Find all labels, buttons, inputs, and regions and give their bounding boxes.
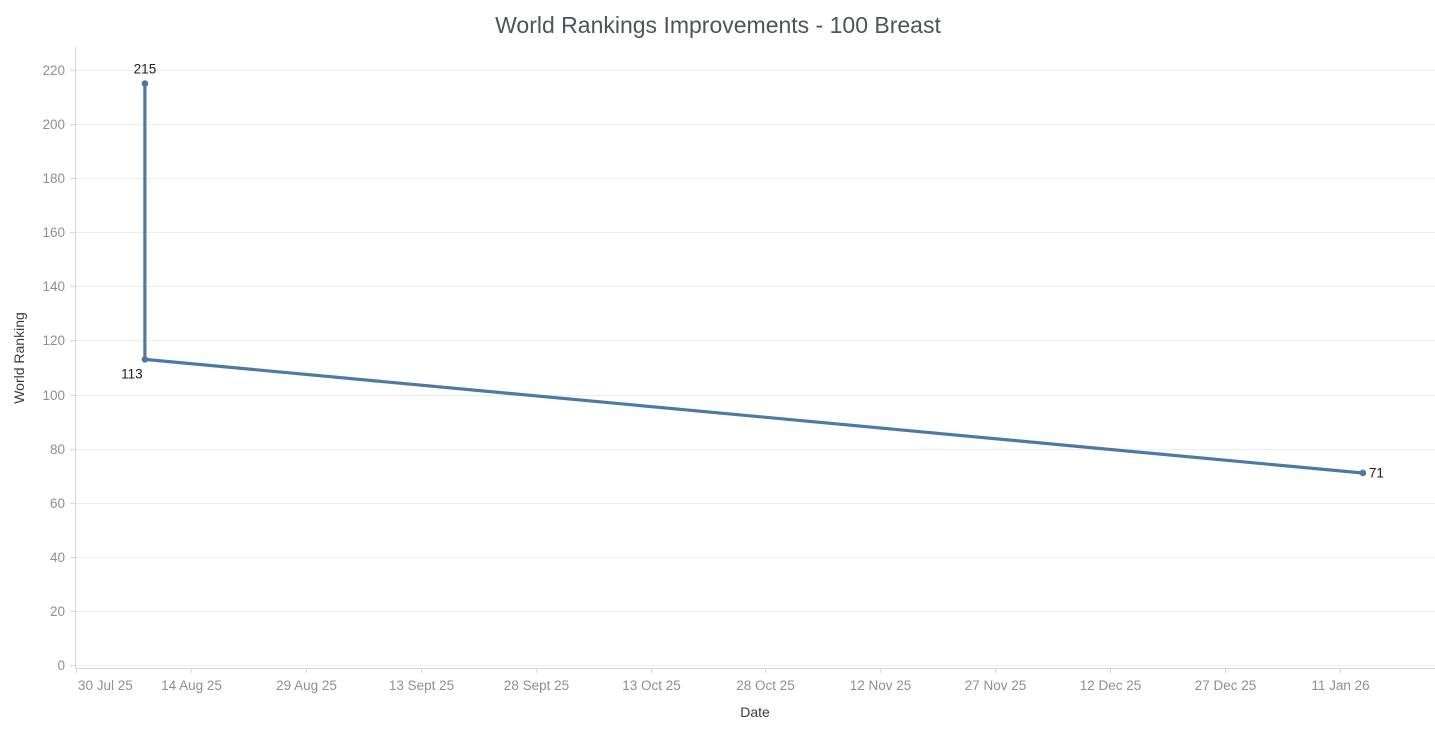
x-tick-label: 12 Dec 25 xyxy=(1080,678,1142,693)
y-tick-label: 160 xyxy=(42,225,65,240)
y-tick-label: 20 xyxy=(50,604,65,619)
series-group xyxy=(141,80,1367,477)
x-tick-label: 13 Oct 25 xyxy=(622,678,681,693)
x-tick-labels-group: 30 Jul 25 14 Aug 25 29 Aug 25 13 Sept 25 28 … xyxy=(78,678,1370,693)
x-tick-label: 29 Aug 25 xyxy=(276,678,337,693)
data-point-label: 113 xyxy=(121,366,143,381)
y-tick-label: 200 xyxy=(42,117,65,132)
data-point-marker[interactable] xyxy=(1359,469,1367,477)
y-tick-label: 0 xyxy=(57,658,65,673)
x-tick-label: 13 Sept 25 xyxy=(389,678,454,693)
x-tick-label: 28 Oct 25 xyxy=(736,678,795,693)
data-point-label: 71 xyxy=(1369,465,1384,480)
data-point-marker[interactable] xyxy=(141,80,149,87)
y-tick-label: 80 xyxy=(50,442,65,457)
series-line xyxy=(143,81,1365,475)
x-tick-label: 28 Sept 25 xyxy=(504,678,569,693)
axes-group xyxy=(70,47,1435,673)
y-tick-labels-group: 0 20 40 60 80 100 120 140 160 180 200 220 xyxy=(42,63,65,673)
x-axis-title: Date xyxy=(740,704,770,720)
x-tick-label: 30 Jul 25 xyxy=(78,678,133,693)
data-point-marker[interactable] xyxy=(141,356,149,363)
y-tick-label: 40 xyxy=(50,550,65,565)
chart-title: World Rankings Improvements - 100 Breast xyxy=(495,12,941,38)
y-tick-label: 220 xyxy=(42,63,65,78)
x-tick-label: 27 Nov 25 xyxy=(965,678,1027,693)
x-tick-label: 11 Jan 26 xyxy=(1311,678,1369,693)
y-tick-label: 60 xyxy=(50,496,65,511)
x-tick-label: 12 Nov 25 xyxy=(850,678,912,693)
y-tick-label: 120 xyxy=(42,333,65,348)
data-labels-group: 215 113 71 xyxy=(121,62,1384,481)
data-point-label: 215 xyxy=(134,62,157,77)
y-tick-label: 100 xyxy=(42,388,65,403)
gridlines-group xyxy=(75,70,1435,666)
y-axis-title: World Ranking xyxy=(11,312,27,404)
y-tick-label: 180 xyxy=(42,171,65,186)
x-tick-label: 14 Aug 25 xyxy=(161,678,222,693)
y-tick-label: 140 xyxy=(42,279,65,294)
x-tick-label: 27 Dec 25 xyxy=(1195,678,1257,693)
